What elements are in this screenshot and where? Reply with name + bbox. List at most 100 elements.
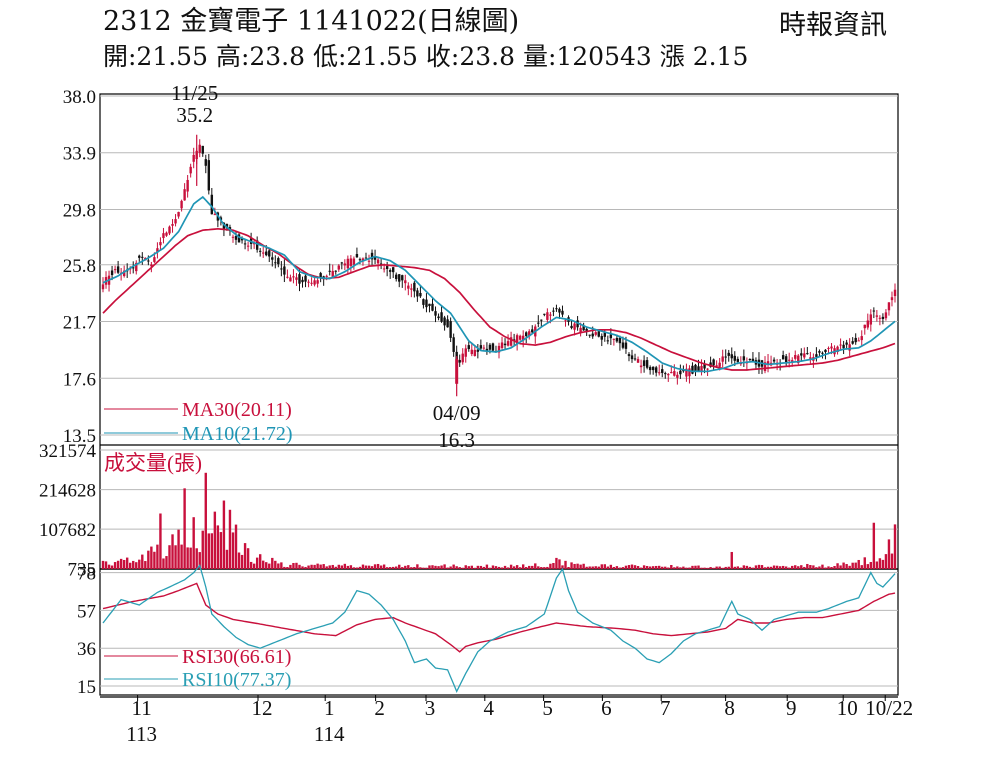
volume-bar: [295, 562, 298, 569]
volume-bar: [612, 566, 616, 569]
volume-bar: [464, 565, 467, 569]
volume-bar: [748, 566, 752, 569]
volume-bar: [549, 563, 552, 569]
candle-body: [162, 233, 165, 239]
candle-body: [156, 248, 159, 253]
price-y-tick: 29.8: [63, 200, 96, 221]
x-tick-label: 3: [425, 696, 436, 720]
candle-body: [207, 160, 211, 191]
volume-bar: [615, 566, 619, 569]
volume-bar: [319, 564, 322, 569]
candle-body: [730, 354, 733, 359]
volume-bar: [110, 565, 114, 569]
volume-bar: [162, 558, 165, 569]
high-value-label: 35.2: [176, 103, 213, 127]
volume-bar: [503, 565, 507, 569]
candle-body: [528, 331, 531, 337]
candle-body: [458, 360, 461, 363]
candle-body: [398, 274, 401, 282]
volume-bar: [775, 565, 779, 569]
volume-bar: [153, 551, 156, 569]
candle-body: [561, 310, 564, 315]
candle-body: [262, 252, 265, 254]
volume-bar: [240, 554, 244, 569]
volume-bar: [794, 565, 797, 569]
ma10-line: [102, 195, 896, 373]
candle-body: [277, 258, 280, 265]
volume-bar: [576, 563, 579, 569]
volume-bar: [156, 544, 159, 569]
candle-body: [313, 280, 316, 285]
volume-bar: [473, 567, 477, 569]
candle-body: [395, 274, 398, 280]
candle-body: [473, 349, 477, 356]
candle-body: [355, 254, 359, 258]
candle-body: [549, 314, 552, 316]
candle-body: [234, 235, 238, 240]
candle-body: [150, 264, 153, 267]
volume-bar: [189, 547, 192, 569]
volume-bar: [225, 549, 229, 569]
volume-bar: [207, 533, 211, 569]
volume-bar: [875, 561, 879, 569]
volume-bar: [881, 559, 885, 569]
volume-legend-label: 成交量(張): [104, 451, 202, 475]
candle-body: [349, 258, 353, 266]
candle-body: [600, 336, 603, 340]
volume-bar: [186, 547, 189, 569]
volume-bar: [113, 562, 117, 569]
volume-bar: [709, 567, 712, 569]
volume-bar: [213, 511, 217, 569]
volume-bar: [769, 566, 773, 569]
candle-body: [231, 236, 235, 238]
candle-body: [479, 345, 483, 349]
volume-bar: [159, 513, 162, 569]
volume-bar: [670, 564, 673, 569]
volume-bar: [388, 567, 392, 569]
candle-body: [437, 316, 440, 319]
volume-bar: [591, 566, 594, 569]
volume-bar: [803, 566, 806, 569]
candle-body: [661, 369, 664, 373]
volume-bar: [129, 562, 132, 569]
volume-bar: [642, 565, 646, 569]
volume-bar: [331, 564, 334, 569]
candle-body: [736, 358, 740, 362]
candle-body: [845, 342, 848, 345]
volume-bar: [573, 563, 576, 569]
rsi-y-tick: 78: [77, 564, 96, 585]
candle-body: [222, 222, 226, 230]
candle-body: [842, 344, 845, 349]
candle-body: [645, 360, 649, 368]
volume-bar: [407, 565, 410, 569]
candle-body: [503, 343, 507, 346]
candle-body: [558, 308, 561, 313]
volume-bar: [419, 567, 422, 569]
volume-bar: [784, 566, 788, 569]
candle-body: [651, 366, 655, 371]
volume-bar: [310, 564, 313, 569]
candle-body: [391, 267, 395, 273]
volume-bar: [195, 548, 198, 569]
volume-bar: [506, 567, 510, 569]
candle-body: [509, 337, 513, 346]
volume-bar: [434, 565, 437, 569]
volume-bar: [651, 566, 655, 569]
volume-bar: [147, 550, 150, 569]
candle-body: [410, 288, 413, 290]
volume-bar: [730, 551, 733, 569]
volume-bar: [525, 567, 528, 569]
volume-bar: [600, 564, 603, 569]
candle-body: [588, 334, 591, 336]
candle-body: [851, 341, 854, 344]
x-tick-year-label: 113: [126, 722, 157, 746]
candle-body: [869, 314, 873, 325]
price-y-tick: 25.8: [63, 256, 96, 277]
volume-bar: [842, 562, 845, 569]
candle-body: [664, 373, 667, 375]
candle-body: [141, 256, 144, 258]
volume-bar: [667, 567, 670, 569]
volume-bar: [352, 567, 356, 569]
candle-body: [887, 302, 891, 311]
volume-bar: [772, 565, 776, 569]
